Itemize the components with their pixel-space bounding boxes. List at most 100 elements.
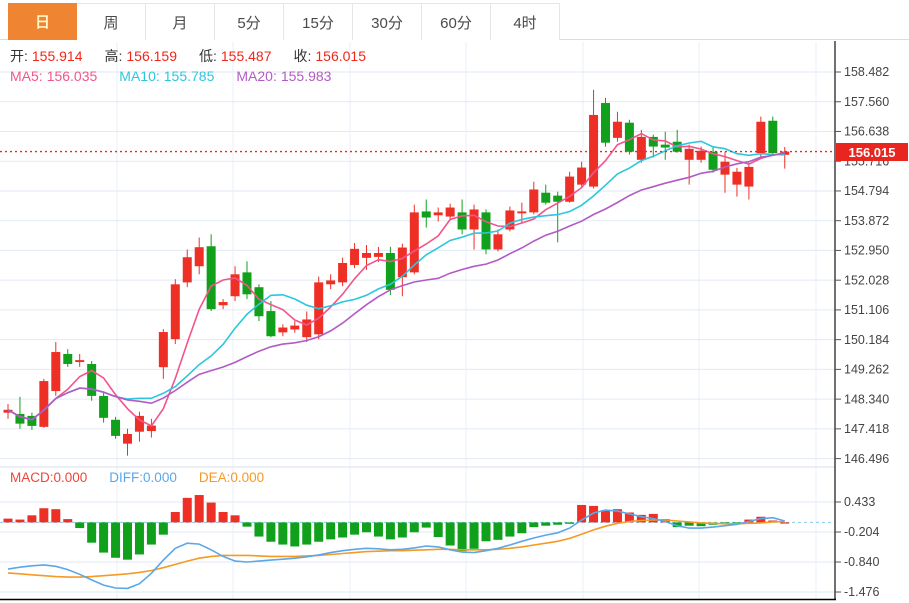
macd-axis-label: 0.433 <box>844 495 875 509</box>
current-price-badge: 156.015 <box>836 143 908 161</box>
macd-bar-negative <box>529 522 539 528</box>
macd-bar-positive <box>39 508 49 523</box>
price-axis-label: 148.340 <box>844 392 889 406</box>
macd-bar-negative <box>302 522 312 545</box>
main-chart-area[interactable] <box>0 41 835 467</box>
macd-bar-negative <box>565 522 575 524</box>
close-value: 156.015 <box>315 48 366 64</box>
open-value: 155.914 <box>31 48 83 64</box>
ma5-line <box>7 132 785 427</box>
macd-bar-positive <box>601 510 610 523</box>
candle-up <box>409 212 419 273</box>
candle-up <box>505 210 515 230</box>
candle-down <box>385 253 395 290</box>
candle-up <box>589 114 599 187</box>
macd-bar-negative <box>350 522 360 535</box>
candle-down <box>481 212 491 250</box>
price-axis-label: 147.418 <box>844 422 889 436</box>
macd-bar-positive <box>27 515 37 523</box>
tab-week[interactable]: 周 <box>77 3 146 40</box>
macd-bar-negative <box>457 522 467 552</box>
price-axis-label: 151.106 <box>844 303 889 317</box>
candle-up <box>278 327 288 333</box>
price-axis-label: 150.184 <box>844 333 889 347</box>
macd-bar-negative <box>87 522 97 543</box>
candle-down <box>421 211 431 218</box>
ma5-label: MA5: <box>10 68 43 84</box>
candle-up <box>756 121 766 154</box>
macd-legend: MACD: 0.000 DIFF: 0.000 DEA: 0.000 <box>10 470 264 485</box>
candle-up <box>146 425 156 432</box>
dea-line <box>7 519 785 578</box>
macd-bar-negative <box>505 522 515 537</box>
candle-down <box>541 192 551 203</box>
macd-bar-negative <box>385 522 395 540</box>
candle-up <box>290 325 300 330</box>
candle-up <box>445 207 455 217</box>
tab-4hour[interactable]: 4时 <box>491 3 560 40</box>
price-axis-label: 152.950 <box>844 244 889 258</box>
macd-axis-label: -0.204 <box>844 525 879 539</box>
macd-bar-positive <box>170 512 180 523</box>
candle-up <box>302 319 312 338</box>
macd-bar-negative <box>469 522 479 549</box>
gridlines <box>0 42 835 600</box>
low-value: 155.487 <box>220 48 272 64</box>
macd-bar-positive <box>3 518 13 523</box>
ma10-line <box>7 140 785 421</box>
ma10-value: 155.785 <box>163 68 215 84</box>
candle-down <box>624 122 634 152</box>
tab-30min[interactable]: 30分 <box>353 3 422 40</box>
macd-bar-negative <box>684 522 694 526</box>
diff-label: DIFF: <box>109 470 144 485</box>
candle-up <box>565 176 575 202</box>
tab-60min[interactable]: 60分 <box>422 3 491 40</box>
candle-down <box>660 144 670 148</box>
candle-up <box>338 263 348 283</box>
macd-bar-negative <box>158 522 168 535</box>
high-label: 高: <box>104 48 123 64</box>
candle-up <box>529 189 539 213</box>
macd-bar-positive <box>15 519 25 523</box>
price-axis-label: 158.482 <box>844 65 889 79</box>
candle-up <box>684 148 694 160</box>
macd-bar-positive <box>780 522 790 524</box>
candle-up <box>732 171 742 185</box>
price-axis-label: 149.262 <box>844 363 889 377</box>
candle-down <box>206 246 216 310</box>
candle-up <box>3 409 13 413</box>
tab-15min[interactable]: 15分 <box>284 3 353 40</box>
macd-bar-positive <box>577 504 587 523</box>
macd-bar-positive <box>194 495 204 523</box>
macd-axis-label: -1.476 <box>844 585 879 599</box>
candle-up <box>134 415 144 432</box>
candle-down <box>708 151 718 170</box>
timeframe-tabs: 日周月 5分 15分 30分 60分 4时 <box>0 0 909 40</box>
macd-panel-area[interactable] <box>0 467 835 599</box>
macd-label: MACD: <box>10 470 54 485</box>
ma-legend: MA5: 156.035 MA10: 155.785 MA20: 155.983 <box>10 68 331 84</box>
candle-up <box>493 234 503 250</box>
tab-day[interactable]: 日 <box>8 3 77 40</box>
macd-bar-negative <box>541 522 551 526</box>
candle-down <box>648 136 658 147</box>
candle-up <box>577 167 587 185</box>
candle-up <box>182 257 192 283</box>
price-axis-label: 154.794 <box>844 184 889 198</box>
tab-month[interactable]: 月 <box>146 3 215 40</box>
candle-down <box>266 311 276 337</box>
macd-bar-negative <box>433 522 443 538</box>
candle-up <box>636 136 646 160</box>
macd-bar-positive <box>756 516 766 523</box>
high-value: 156.159 <box>126 48 177 64</box>
macd-bar-negative <box>75 522 85 529</box>
candle-up <box>696 150 706 160</box>
tab-5min[interactable]: 5分 <box>215 3 284 40</box>
dea-label: DEA: <box>198 470 231 485</box>
candle-up <box>218 302 228 306</box>
macd-bar-negative <box>290 522 300 547</box>
candle-up <box>433 212 443 216</box>
candle-up <box>469 209 479 230</box>
price-axis-label: 156.638 <box>844 125 889 139</box>
